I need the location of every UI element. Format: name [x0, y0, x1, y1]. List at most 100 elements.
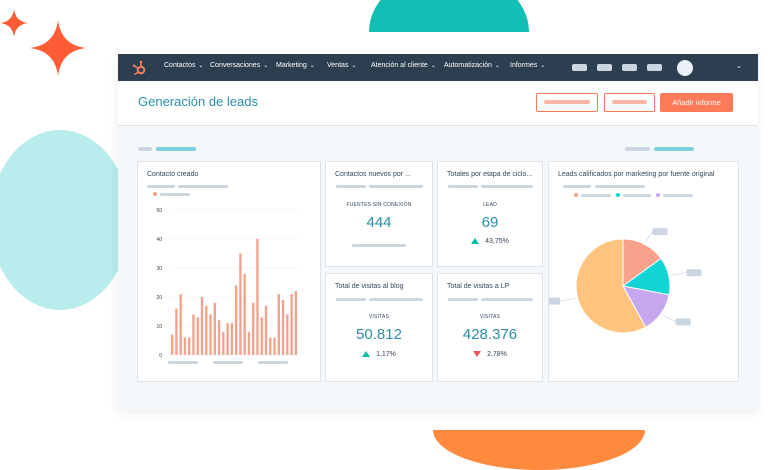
sparkle-large-icon: [30, 20, 86, 76]
pie-chart: [549, 228, 702, 334]
card-title: Totales por etapa de ciclo...: [447, 171, 533, 178]
bar[interactable]: [243, 273, 246, 355]
app-window: Contactos ⌄ Conversaciones ⌄ Marketing ⌄ Ve…: [118, 54, 758, 410]
bar[interactable]: [217, 320, 221, 355]
bar[interactable]: [230, 323, 234, 355]
blog-visits-card[interactable]: Total de visitas al blog VISITAS 50.812 …: [325, 273, 433, 382]
filter-placeholder[interactable]: [654, 147, 694, 151]
bar[interactable]: [273, 337, 276, 355]
bar[interactable]: [294, 291, 298, 355]
nav-item-ventas[interactable]: Ventas ⌄: [327, 62, 357, 69]
bar[interactable]: [277, 294, 280, 355]
legend-dot: [574, 193, 578, 197]
bar[interactable]: [209, 314, 212, 355]
avatar[interactable]: [677, 60, 693, 76]
mql-by-source-card[interactable]: Leads calificados por marketing por fuen…: [548, 161, 739, 382]
dashboard-actions-button[interactable]: [536, 93, 598, 112]
trend-up-icon: [471, 238, 480, 245]
card-title: Total de visitas al blog: [335, 283, 404, 290]
bar[interactable]: [260, 317, 263, 355]
y-tick-label: 10: [156, 324, 162, 330]
landing-page-visits-card[interactable]: Total de visitas a LP VISITAS 428.376 2,…: [437, 273, 543, 382]
chevron-down-icon: ⌄: [430, 63, 436, 69]
y-tick-label: 40: [156, 237, 162, 243]
pie-label-leader: [559, 297, 576, 302]
legend-dot: [616, 193, 620, 197]
metric-delta: 43,75%: [438, 238, 542, 245]
pie-label-leader: [644, 231, 653, 243]
metric-delta: 2,78%: [438, 351, 542, 358]
bar[interactable]: [175, 308, 178, 355]
new-contacts-card[interactable]: Contactos nuevos por ... FUENTES SIN CON…: [325, 161, 433, 267]
nav-item-informes[interactable]: Informes ⌄: [510, 62, 546, 69]
subtitle-placeholder: [336, 185, 366, 188]
nav-item-conversaciones[interactable]: Conversaciones ⌄: [210, 62, 269, 69]
filter-placeholder[interactable]: [156, 147, 196, 151]
contacts-created-card[interactable]: Contacto creado 0 10 20 30 40 50: [137, 161, 321, 382]
pie-label-placeholder: [675, 318, 691, 326]
legend-label-placeholder: [581, 194, 611, 197]
bar[interactable]: [247, 331, 251, 355]
bar[interactable]: [192, 314, 195, 355]
pie-slice[interactable]: [575, 238, 647, 334]
nav-utility-icon[interactable]: [622, 64, 637, 71]
metric-delta: 1,17%: [326, 351, 432, 358]
bar[interactable]: [256, 239, 259, 355]
card-title: Contacto creado: [147, 171, 199, 178]
bar[interactable]: [269, 337, 272, 355]
light-teal-decor-circle: [0, 130, 130, 310]
axis-label-placeholder: [168, 361, 198, 364]
bar[interactable]: [183, 337, 187, 355]
bar[interactable]: [188, 337, 191, 355]
card-title: Total de visitas a LP: [447, 283, 510, 290]
subtitle-placeholder: [178, 185, 228, 188]
bar[interactable]: [213, 302, 216, 355]
axis-label-placeholder: [258, 361, 288, 364]
add-report-button[interactable]: Añadir informe: [660, 93, 733, 112]
subtitle-placeholder: [481, 298, 533, 301]
bar[interactable]: [290, 294, 293, 355]
nav-item-contactos[interactable]: Contactos ⌄: [164, 62, 204, 69]
bar[interactable]: [264, 305, 268, 355]
hubspot-sprocket-icon[interactable]: [132, 60, 148, 76]
bar[interactable]: [226, 323, 229, 355]
subtitle-placeholder: [369, 185, 423, 188]
filter-placeholder[interactable]: [625, 147, 650, 151]
teal-decor-shape: [369, 0, 529, 32]
bar[interactable]: [234, 285, 238, 355]
share-button[interactable]: [604, 93, 655, 112]
metric-value: 69: [481, 214, 499, 231]
bar[interactable]: [196, 317, 199, 355]
account-menu-chevron-icon[interactable]: ⌄: [736, 63, 742, 70]
metric-footer-placeholder: [352, 244, 406, 247]
y-tick-label: 30: [156, 266, 162, 272]
nav-utility-icon[interactable]: [647, 64, 662, 71]
bar[interactable]: [286, 314, 289, 355]
nav-item-marketing[interactable]: Marketing ⌄: [276, 62, 315, 69]
bar[interactable]: [252, 302, 255, 355]
nav-item-automatizacion[interactable]: Automatización ⌄: [444, 62, 500, 69]
bar[interactable]: [200, 297, 204, 355]
bar[interactable]: [205, 305, 208, 355]
nav-utility-icon[interactable]: [572, 64, 587, 71]
bar[interactable]: [170, 334, 174, 355]
legend-label-placeholder: [623, 194, 651, 197]
pie-label-leader: [670, 272, 687, 276]
bar[interactable]: [222, 331, 225, 355]
subtitle-placeholder: [336, 298, 366, 301]
bar[interactable]: [239, 253, 242, 356]
y-tick-label: 50: [156, 208, 162, 214]
metric-label: FUENTES SIN CONEXIÓN: [346, 202, 412, 208]
lifecycle-stage-card[interactable]: Totales por etapa de ciclo... LEAD 69 43…: [437, 161, 543, 267]
y-tick-label: 20: [156, 295, 162, 301]
filter-placeholder[interactable]: [138, 147, 152, 151]
subtitle-placeholder: [147, 185, 175, 188]
metric-value: 50.812: [356, 326, 402, 343]
bar[interactable]: [281, 299, 285, 355]
nav-item-atencion-cliente[interactable]: Atención al cliente ⌄: [371, 62, 436, 69]
metric-label: VISITAS: [479, 314, 501, 320]
metric-label: VISITAS: [368, 314, 390, 320]
top-navigation: Contactos ⌄ Conversaciones ⌄ Marketing ⌄ Ve…: [118, 54, 758, 81]
bar[interactable]: [179, 294, 182, 355]
nav-utility-icon[interactable]: [597, 64, 612, 71]
